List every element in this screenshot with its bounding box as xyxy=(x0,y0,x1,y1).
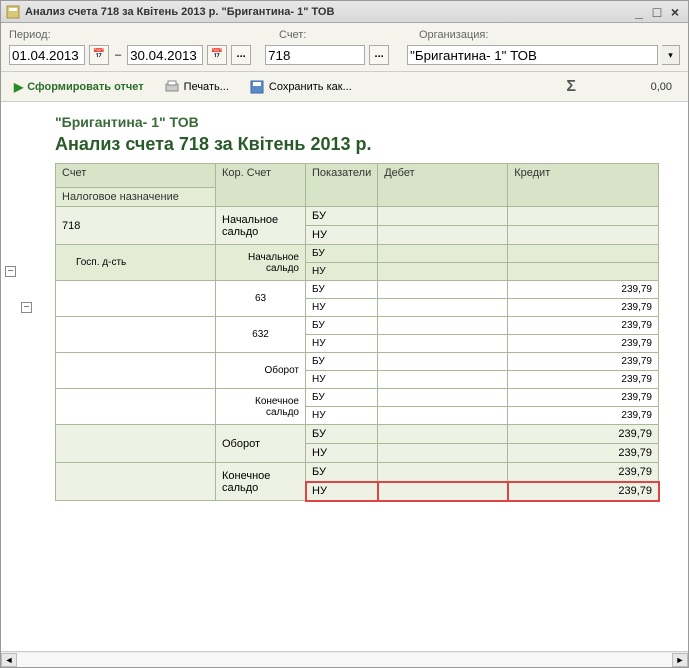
date-dash: – xyxy=(113,49,123,61)
horizontal-scrollbar[interactable]: ◄ ► xyxy=(1,651,688,667)
cell-oborot-s: Оборот xyxy=(216,353,306,389)
cell-bu: БУ xyxy=(306,245,378,263)
cell-bu: БУ xyxy=(306,425,378,444)
cell-nu: НУ xyxy=(306,335,378,353)
cell-bu: БУ xyxy=(306,207,378,226)
cell-val-highlighted: 239,79 xyxy=(508,482,659,501)
schet-label: Счет: xyxy=(279,27,419,43)
report-org-title: "Бригантина- 1" ТОВ xyxy=(55,114,665,130)
form-report-button[interactable]: ▶ Сформировать отчет xyxy=(7,75,151,99)
hdr-debet: Дебет xyxy=(378,164,508,207)
save-label: Сохранить как... xyxy=(269,81,352,93)
cell-nach-saldo-s: Начальное сальдо xyxy=(216,245,306,281)
toolbar: ▶ Сформировать отчет Печать... Сохранить… xyxy=(1,72,688,102)
hdr-kor-schet: Кор. Счет xyxy=(216,164,306,207)
cell-bu: БУ xyxy=(306,317,378,335)
cell-kon-saldo-s: Конечное сальдо xyxy=(216,389,306,425)
minimize-button[interactable]: _ xyxy=(630,4,648,20)
calendar-to-button[interactable]: 📅 xyxy=(207,45,227,65)
cell-bu: БУ xyxy=(306,389,378,407)
cell-nu: НУ xyxy=(306,263,378,281)
form-report-label: Сформировать отчет xyxy=(27,81,143,93)
cell-val: 239,79 xyxy=(508,407,659,425)
cell-empty xyxy=(508,207,659,226)
cell-bu: БУ xyxy=(306,463,378,482)
cell-63: 63 xyxy=(216,281,306,317)
org-label: Организация: xyxy=(419,27,680,43)
cell-val: 239,79 xyxy=(508,371,659,389)
period-picker-button[interactable]: ... xyxy=(231,45,251,65)
cell-val: 239,79 xyxy=(508,389,659,407)
print-label: Печать... xyxy=(184,81,229,93)
hdr-kredit: Кредит xyxy=(508,164,659,207)
date-to-input[interactable] xyxy=(127,45,203,65)
print-button[interactable]: Печать... xyxy=(157,75,236,99)
cell-nach-saldo: Начальное сальдо xyxy=(216,207,306,245)
cell-bu: БУ xyxy=(306,353,378,371)
report-table: Счет Кор. Счет Показатели Дебет Кредит Н… xyxy=(55,163,659,501)
cell-nu: НУ xyxy=(306,371,378,389)
maximize-button[interactable]: □ xyxy=(648,4,666,20)
cell-val: 239,79 xyxy=(508,335,659,353)
titlebar: Анализ счета 718 за Квітень 2013 р. "Бри… xyxy=(1,1,688,23)
sigma-value: 0,00 xyxy=(592,81,672,93)
cell-val: 239,79 xyxy=(508,317,659,335)
sigma-box: Σ 0,00 xyxy=(566,78,682,96)
app-icon xyxy=(5,4,21,20)
cell-val: 239,79 xyxy=(508,425,659,444)
close-button[interactable]: × xyxy=(666,4,684,20)
scroll-track[interactable] xyxy=(17,653,672,667)
tree-collapse-1[interactable]: − xyxy=(5,266,16,277)
schet-picker-button[interactable]: ... xyxy=(369,45,389,65)
cell-val: 239,79 xyxy=(508,281,659,299)
cell-empty xyxy=(378,245,508,263)
outline-gutter: − − xyxy=(1,102,45,651)
cell-val: 239,79 xyxy=(508,463,659,482)
cell-val: 239,79 xyxy=(508,299,659,317)
date-from-input[interactable] xyxy=(9,45,85,65)
hdr-pokaz: Показатели xyxy=(306,164,378,207)
app-window: Анализ счета 718 за Квітень 2013 р. "Бри… xyxy=(0,0,689,668)
cell-nu: НУ xyxy=(306,299,378,317)
cell-nu: НУ xyxy=(306,407,378,425)
cell-empty xyxy=(508,226,659,245)
cell-empty xyxy=(378,207,508,226)
org-input[interactable] xyxy=(407,45,658,65)
cell-kon-saldo: Конечное сальдо xyxy=(216,463,306,501)
tree-collapse-2[interactable]: − xyxy=(21,302,32,313)
report-area: − − "Бригантина- 1" ТОВ Анализ счета 718… xyxy=(1,102,688,651)
cell-empty xyxy=(508,245,659,263)
save-button[interactable]: Сохранить как... xyxy=(242,75,359,99)
cell-val: 239,79 xyxy=(508,444,659,463)
sigma-icon: Σ xyxy=(566,78,576,96)
report-title: Анализ счета 718 за Квітень 2013 р. xyxy=(55,134,665,155)
period-label: Период: xyxy=(9,27,279,43)
print-icon xyxy=(164,79,180,95)
cell-bu: БУ xyxy=(306,281,378,299)
hdr-nalog: Налоговое назначение xyxy=(56,188,216,207)
cell-empty xyxy=(378,226,508,245)
cell-gosp: Госп. д-сть xyxy=(56,245,216,281)
filters-panel: Период: Счет: Организация: 📅 – 📅 ... ...… xyxy=(1,23,688,72)
save-icon xyxy=(249,79,265,95)
cell-val: 239,79 xyxy=(508,353,659,371)
play-icon: ▶ xyxy=(14,80,23,94)
report-content: "Бригантина- 1" ТОВ Анализ счета 718 за … xyxy=(55,102,665,501)
cell-nu: НУ xyxy=(306,226,378,245)
cell-nu-highlighted: НУ xyxy=(306,482,378,501)
calendar-from-button[interactable]: 📅 xyxy=(89,45,109,65)
cell-nu: НУ xyxy=(306,444,378,463)
cell-oborot: Оборот xyxy=(216,425,306,463)
cell-718: 718 xyxy=(56,207,216,245)
hdr-schet: Счет xyxy=(56,164,216,188)
scroll-left-button[interactable]: ◄ xyxy=(1,653,17,667)
scroll-right-button[interactable]: ► xyxy=(672,653,688,667)
org-dropdown-button[interactable]: ▾ xyxy=(662,45,680,65)
schet-input[interactable] xyxy=(265,45,365,65)
cell-632: 632 xyxy=(216,317,306,353)
window-title: Анализ счета 718 за Квітень 2013 р. "Бри… xyxy=(25,6,630,18)
